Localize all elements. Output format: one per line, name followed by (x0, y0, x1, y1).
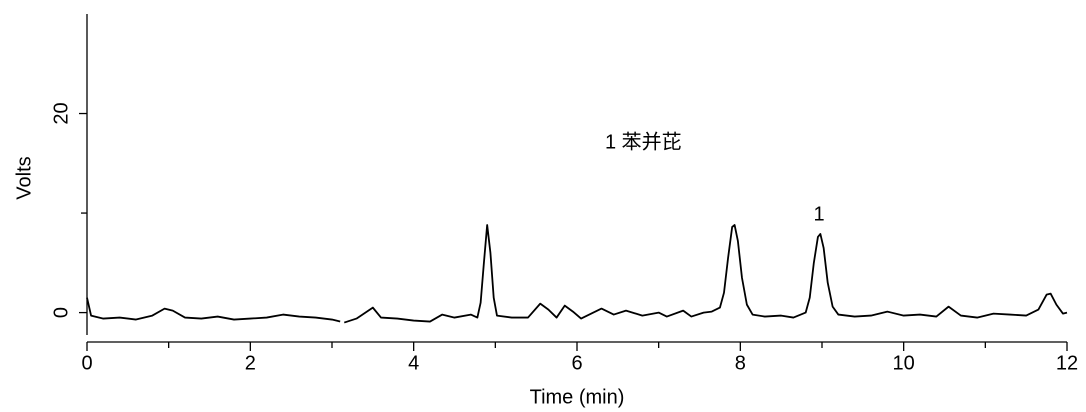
peak-label: 1 (813, 203, 824, 225)
annotation: 1 苯并芘 (605, 130, 682, 153)
x-tick-label: 6 (571, 352, 582, 374)
y-axis-label: Volts (13, 156, 35, 199)
x-tick-label: 12 (1056, 352, 1078, 374)
x-tick-label: 0 (81, 352, 92, 374)
signal-line (86, 224, 1068, 324)
x-tick-label: 8 (735, 352, 746, 374)
x-tick-label: 10 (893, 352, 915, 374)
y-tick-label: 0 (50, 307, 72, 318)
x-tick-label: 2 (245, 352, 256, 374)
x-axis-label: Time (min) (530, 386, 625, 408)
x-tick-label: 4 (408, 352, 419, 374)
y-tick-label: 20 (50, 102, 72, 124)
